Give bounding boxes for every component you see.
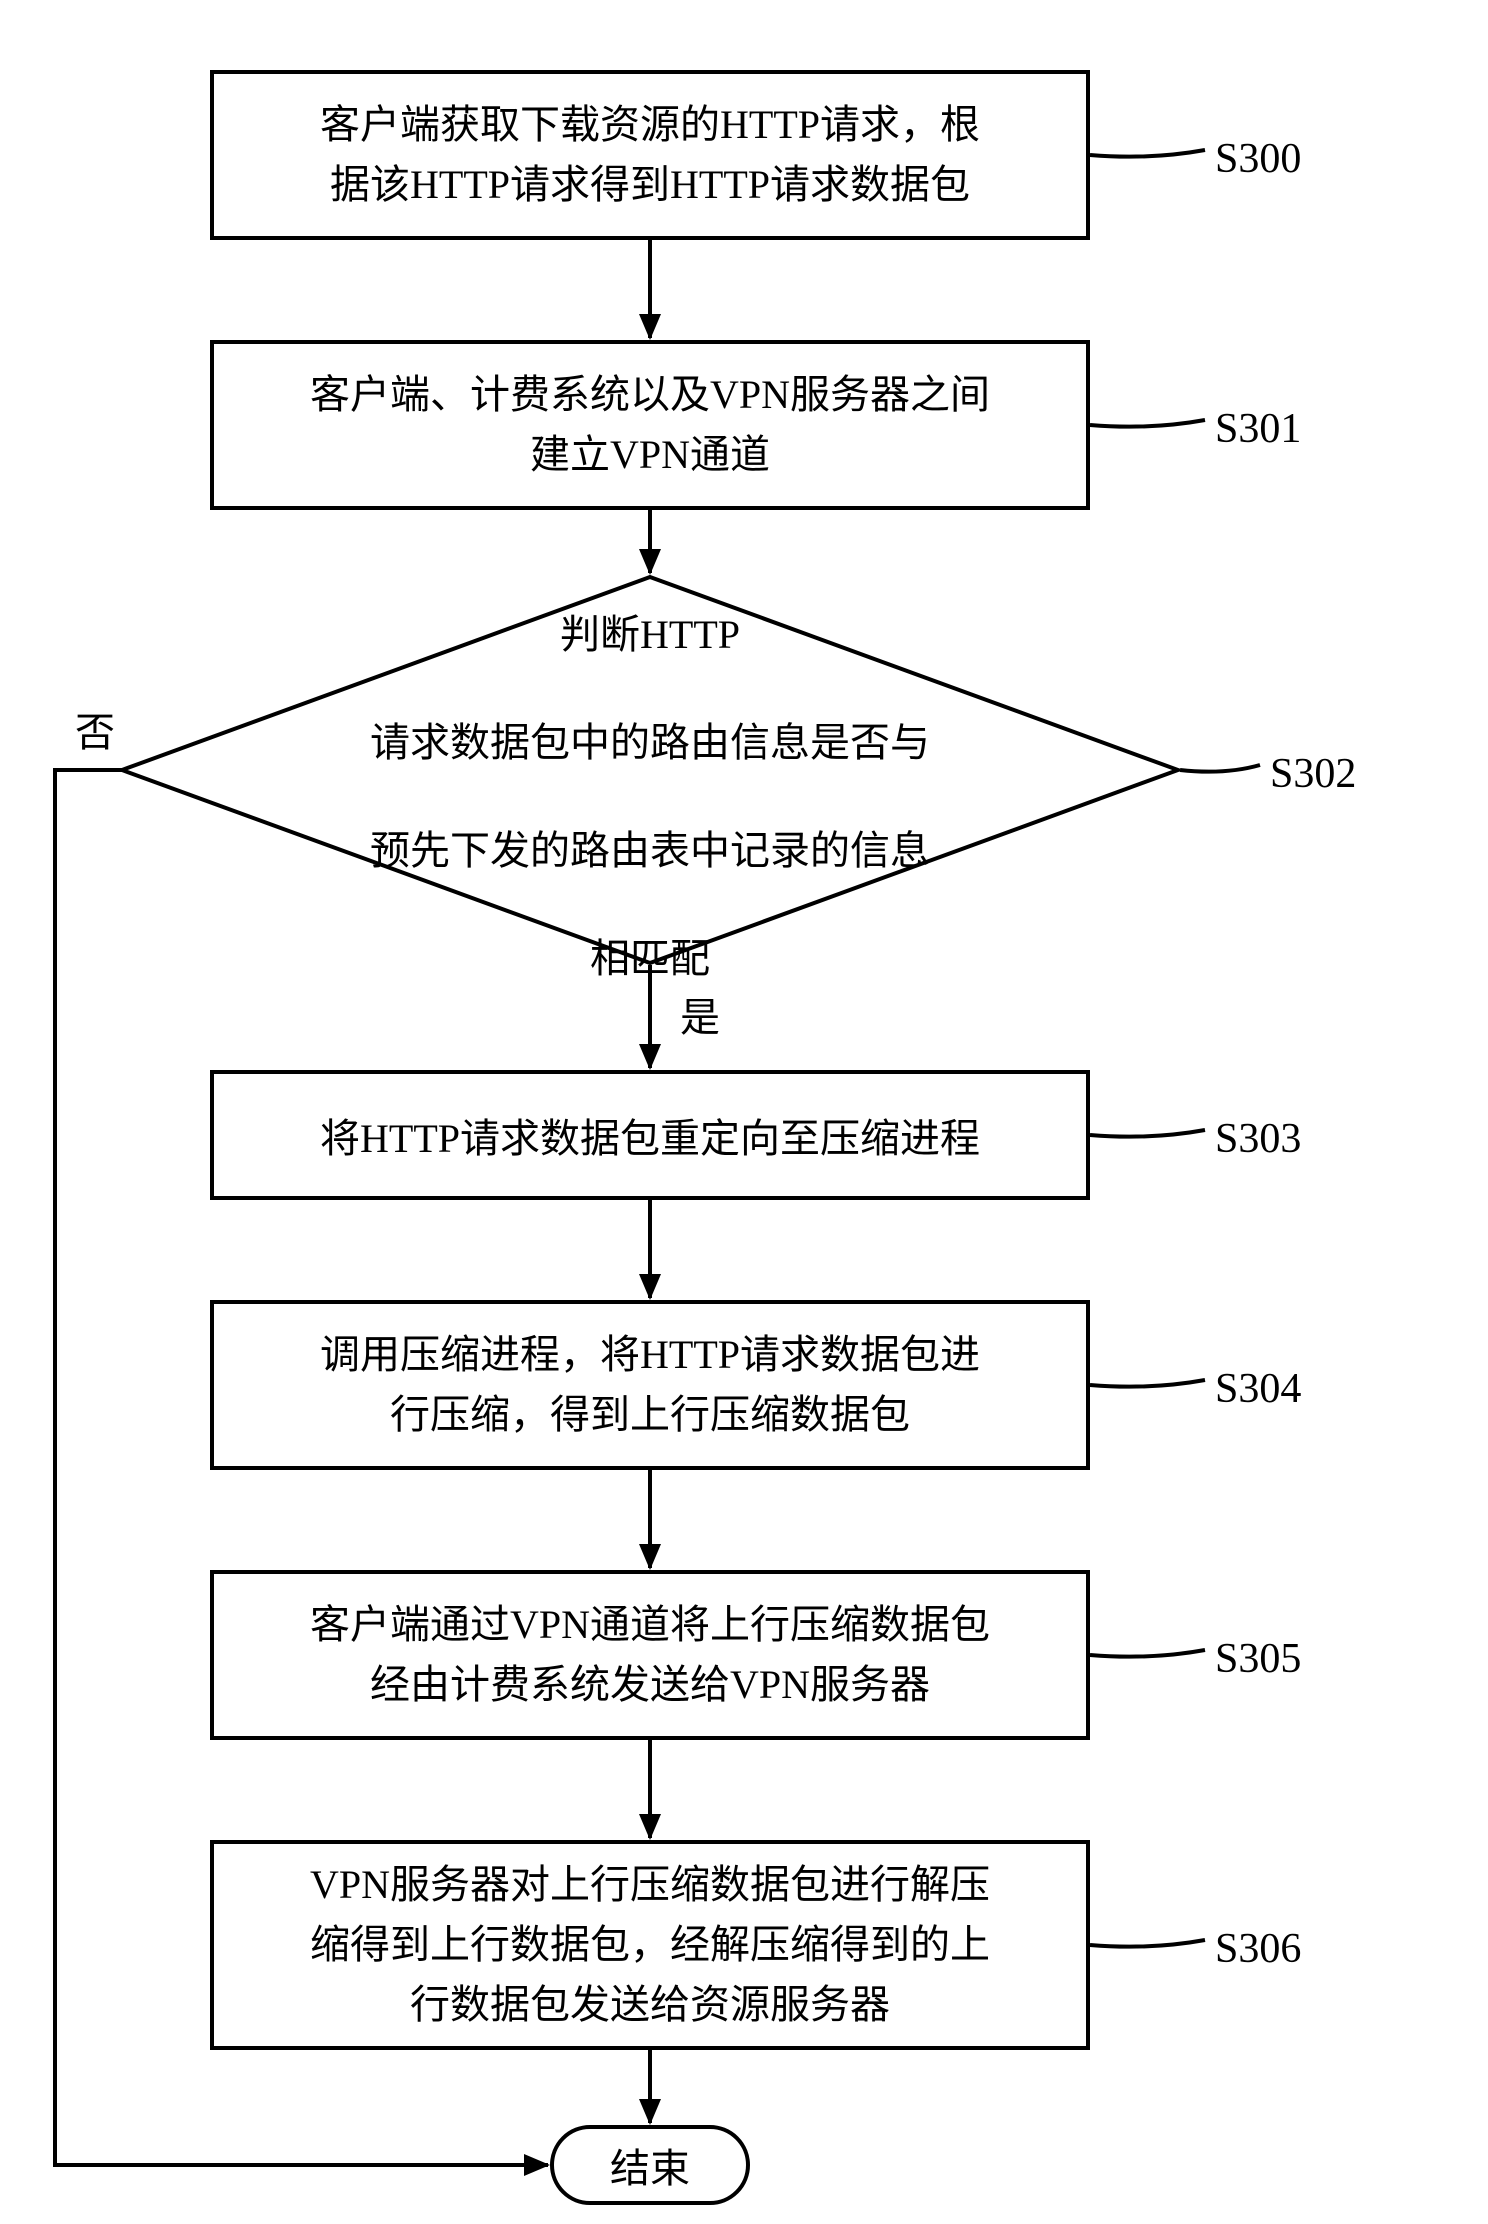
node-s303: 将HTTP请求数据包重定向至压缩进程 (210, 1070, 1090, 1200)
node-s305: 客户端通过VPN通道将上行压缩数据包 经由计费系统发送给VPN服务器 (210, 1570, 1090, 1740)
node-s300-line1: 客户端获取下载资源的HTTP请求，根 (320, 102, 980, 147)
node-s302-line1: 判断HTTP (560, 612, 740, 657)
node-s302-line3: 预先下发的路由表中记录的信息 (370, 828, 930, 873)
node-s305-line1: 客户端通过VPN通道将上行压缩数据包 (310, 1602, 990, 1647)
step-label-s306: S306 (1215, 1925, 1301, 1973)
step-label-s303: S303 (1215, 1115, 1301, 1163)
node-s302: 判断HTTP 请求数据包中的路由信息是否与 预先下发的路由表中记录的信息 相匹配 (120, 575, 1180, 965)
node-s304: 调用压缩进程，将HTTP请求数据包进 行压缩，得到上行压缩数据包 (210, 1300, 1090, 1470)
branch-yes: 是 (680, 985, 720, 1043)
node-s301-line1: 客户端、计费系统以及VPN服务器之间 (310, 372, 990, 417)
step-label-s304: S304 (1215, 1365, 1301, 1413)
step-label-s301: S301 (1215, 405, 1301, 453)
node-end: 结束 (550, 2125, 750, 2205)
node-s300-line2: 据该HTTP请求得到HTTP请求数据包 (330, 162, 970, 207)
node-s302-line2: 请求数据包中的路由信息是否与 (370, 720, 930, 765)
node-s301: 客户端、计费系统以及VPN服务器之间 建立VPN通道 (210, 340, 1090, 510)
end-text: 结束 (610, 2136, 690, 2194)
node-s303-line1: 将HTTP请求数据包重定向至压缩进程 (320, 1116, 980, 1161)
node-s306-line1: VPN服务器对上行压缩数据包进行解压 (310, 1862, 990, 1907)
node-s302-line4: 相匹配 (590, 936, 710, 981)
step-label-s302: S302 (1270, 750, 1356, 798)
node-s304-line2: 行压缩，得到上行压缩数据包 (390, 1392, 910, 1437)
step-label-s305: S305 (1215, 1635, 1301, 1683)
node-s306-line2: 缩得到上行数据包，经解压缩得到的上 (310, 1922, 990, 1967)
branch-no: 否 (75, 700, 115, 758)
step-label-s300: S300 (1215, 135, 1301, 183)
node-s300: 客户端获取下载资源的HTTP请求，根 据该HTTP请求得到HTTP请求数据包 (210, 70, 1090, 240)
node-s304-line1: 调用压缩进程，将HTTP请求数据包进 (320, 1332, 980, 1377)
node-s305-line2: 经由计费系统发送给VPN服务器 (370, 1662, 930, 1707)
flowchart-canvas: 客户端获取下载资源的HTTP请求，根 据该HTTP请求得到HTTP请求数据包 客… (0, 0, 1488, 2224)
node-s306: VPN服务器对上行压缩数据包进行解压 缩得到上行数据包，经解压缩得到的上 行数据… (210, 1840, 1090, 2050)
node-s301-line2: 建立VPN通道 (530, 432, 770, 477)
node-s306-line3: 行数据包发送给资源服务器 (410, 1982, 890, 2027)
